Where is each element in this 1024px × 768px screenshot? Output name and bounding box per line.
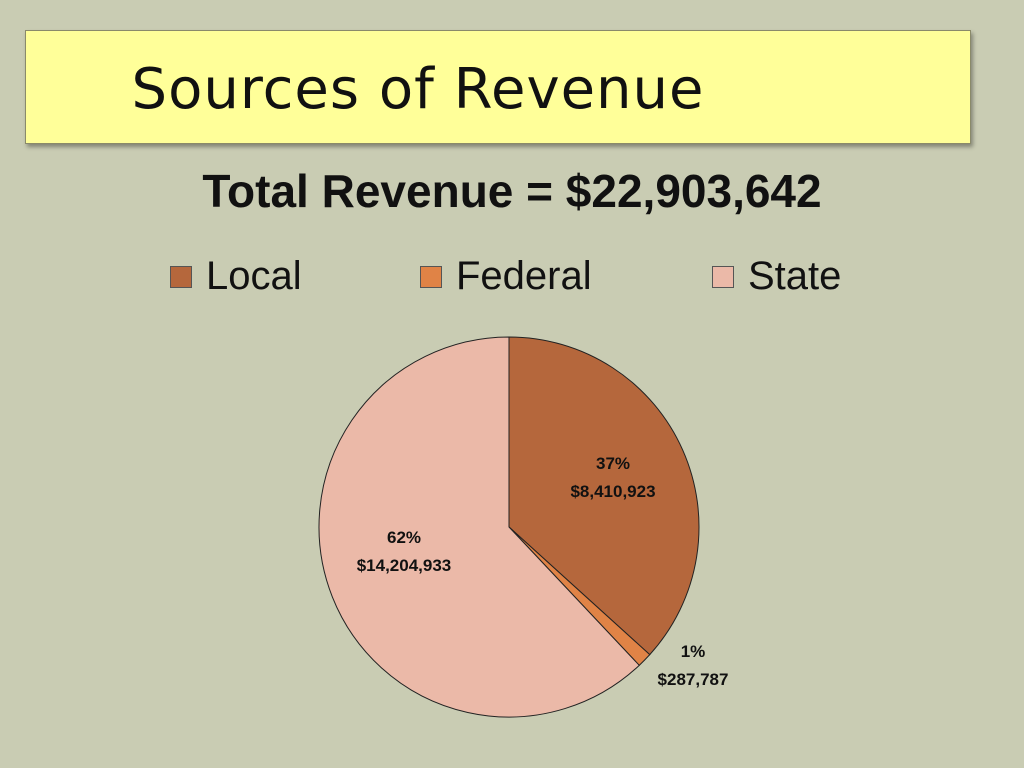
slice-percent-label-state: 62% bbox=[387, 528, 421, 547]
slice-percent-label-local: 37% bbox=[596, 454, 630, 473]
slice-value-label-federal: $287,787 bbox=[658, 670, 729, 689]
title-banner: Sources of Revenue bbox=[25, 30, 971, 144]
legend-label-federal: Federal bbox=[456, 254, 592, 298]
legend-swatch-local bbox=[170, 265, 192, 288]
legend-label-state: State bbox=[748, 254, 842, 298]
pie-slice-state bbox=[318, 336, 640, 718]
legend-label-local: Local bbox=[206, 254, 302, 298]
chart-title: Total Revenue = $22,903,642 bbox=[0, 164, 1024, 218]
slide-title: Sources of Revenue bbox=[131, 56, 705, 122]
legend-swatch-federal bbox=[420, 265, 442, 288]
legend-item-federal: Federal bbox=[420, 254, 592, 299]
legend-swatch-state bbox=[712, 265, 734, 288]
slice-value-label-local: $8,410,923 bbox=[570, 482, 655, 501]
slice-percent-label-federal: 1% bbox=[681, 642, 706, 661]
legend-item-local: Local bbox=[170, 254, 302, 299]
chart-legend: Local Federal State bbox=[0, 254, 1024, 300]
legend-item-state: State bbox=[712, 254, 841, 299]
slice-value-label-state: $14,204,933 bbox=[357, 556, 452, 575]
chart-title-text: Total Revenue = $22,903,642 bbox=[202, 165, 822, 217]
pie-slice-local bbox=[508, 336, 700, 656]
